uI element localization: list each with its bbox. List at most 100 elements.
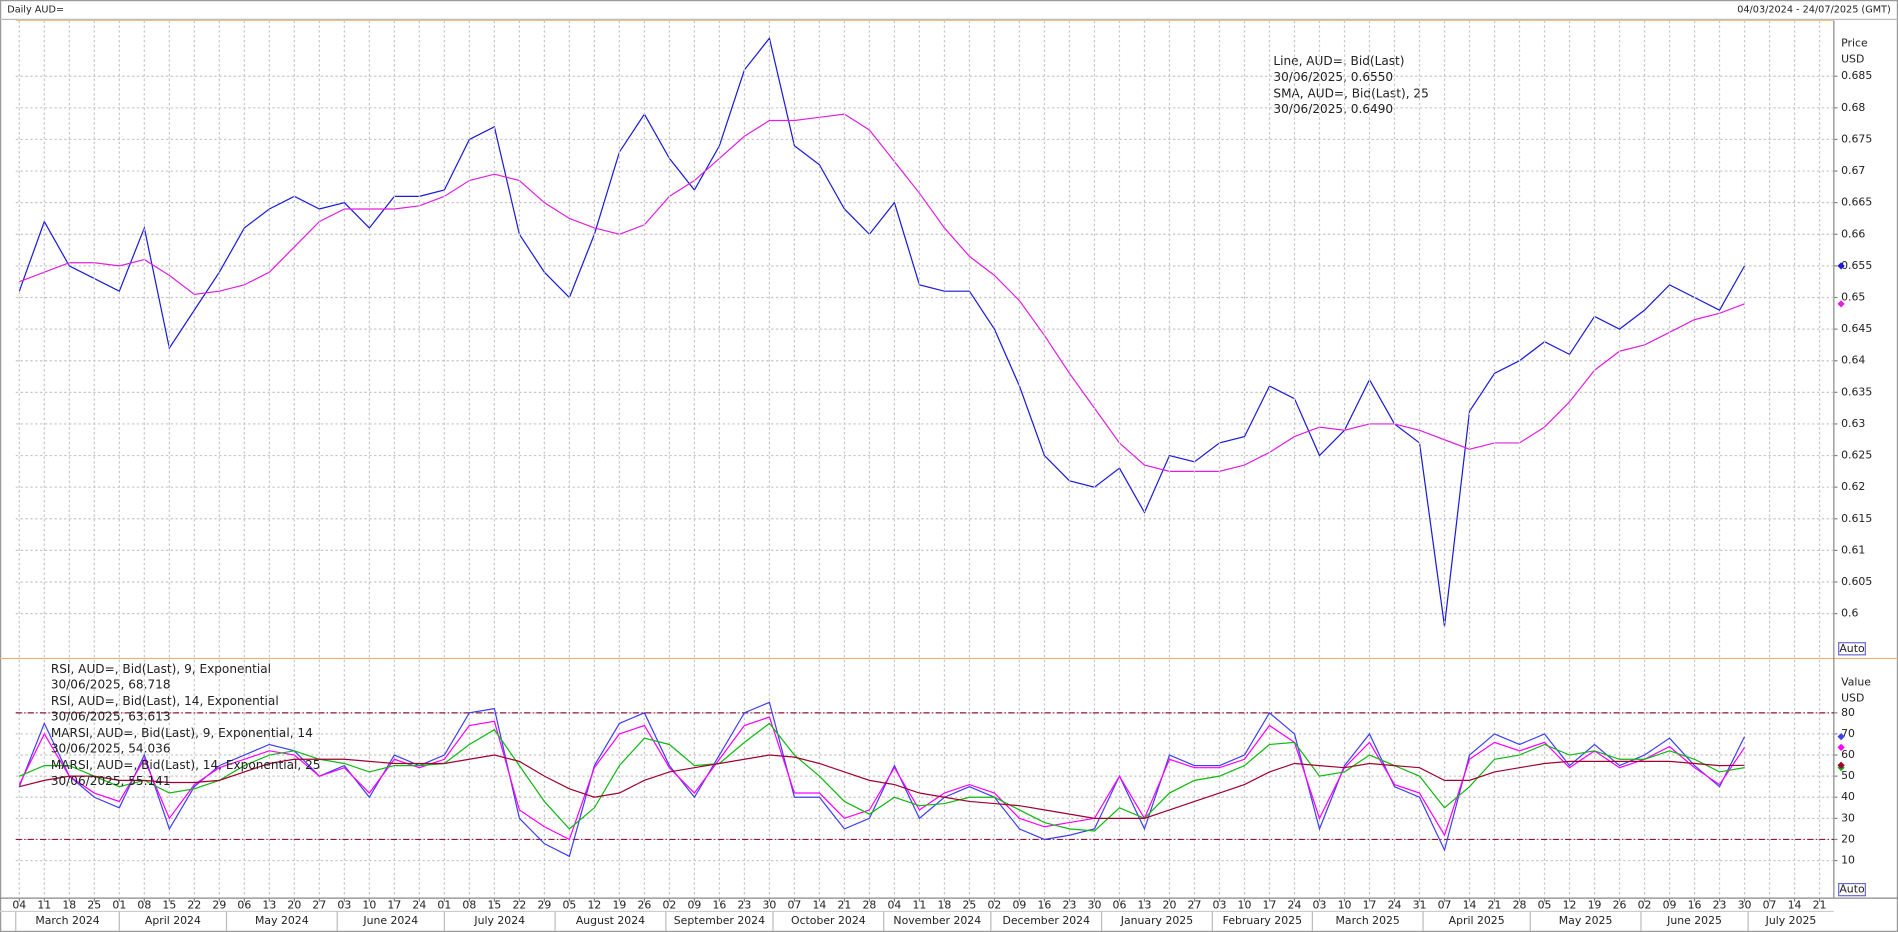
x-tick-label: 07	[1438, 898, 1452, 911]
x-tick-label: 10	[1238, 898, 1252, 911]
x-tick-label: 27	[312, 898, 326, 911]
month-label: March 2025	[1336, 914, 1400, 927]
x-tick-label: 30	[1088, 898, 1102, 911]
x-tick-label: 19	[612, 898, 626, 911]
x-tick-label: 29	[537, 898, 551, 911]
date-range: 04/03/2024 - 24/07/2025 (GMT)	[1737, 5, 1891, 16]
y-axis-unit: USD	[1841, 52, 1864, 65]
y-tick-label: 60	[1841, 748, 1855, 761]
x-tick-label: 09	[1013, 898, 1027, 911]
chart-title: Daily AUD=	[7, 5, 64, 16]
month-label: June 2025	[1666, 914, 1722, 927]
last-value-marker	[1837, 300, 1845, 308]
y-tick-label: 0.635	[1841, 385, 1872, 398]
x-tick-label: 21	[1488, 898, 1502, 911]
month-label: April 2024	[145, 914, 201, 927]
x-tick-label: 21	[1813, 898, 1827, 911]
y-tick-label: 40	[1841, 790, 1855, 803]
x-tick-label: 16	[1038, 898, 1052, 911]
plot-layer: 0.6 0.605 0.61 0.615 0.62 0.625 0.63 0.635 0.64 0…	[12, 20, 1872, 931]
x-tick-label: 23	[737, 898, 751, 911]
x-tick-label: 29	[212, 898, 226, 911]
x-tick-label: 25	[87, 898, 101, 911]
y-tick-label: 20	[1841, 832, 1855, 845]
y-tick-label: 0.6	[1841, 607, 1858, 620]
y-axis-title: Price	[1841, 37, 1868, 50]
x-tick-label: 24	[1288, 898, 1302, 911]
auto-button-label[interactable]: Auto	[1839, 642, 1865, 655]
y-axis-unit: USD	[1841, 691, 1864, 704]
x-tick-label: 21	[838, 898, 852, 911]
x-tick-label: 25	[963, 898, 977, 911]
x-tick-label: 17	[387, 898, 401, 911]
y-tick-label: 30	[1841, 811, 1855, 824]
x-tick-label: 15	[487, 898, 501, 911]
legend-last-value: 30/06/2025, 68.718	[51, 678, 171, 692]
series-line	[19, 722, 1745, 832]
y-tick-label: 0.66	[1841, 227, 1865, 240]
x-tick-label: 31	[1413, 898, 1427, 911]
x-tick-label: 13	[262, 898, 276, 911]
y-tick-label: 0.61	[1841, 543, 1865, 556]
series-line	[18, 36, 1746, 627]
x-tick-label: 02	[988, 898, 1002, 911]
x-tick-label: 07	[1763, 898, 1777, 911]
y-tick-label: 0.675	[1841, 132, 1872, 145]
x-tick-label: 27	[1188, 898, 1202, 911]
auto-button[interactable]	[1838, 882, 1866, 897]
month-label: October 2024	[791, 914, 866, 927]
y-tick-label: 80	[1841, 706, 1855, 719]
y-tick-label: 0.62	[1841, 480, 1865, 493]
month-label: May 2024	[255, 914, 309, 927]
x-tick-label: 18	[62, 898, 76, 911]
month-label: April 2025	[1449, 914, 1505, 927]
x-tick-label: 30	[1738, 898, 1752, 911]
x-tick-label: 03	[1313, 898, 1327, 911]
legend-last-value: 30/06/2025, 55.141	[51, 774, 171, 788]
x-tick-label: 14	[1463, 898, 1477, 911]
x-tick-label: 24	[1388, 898, 1402, 911]
x-tick-label: 09	[687, 898, 701, 911]
x-tick-label: 05	[562, 898, 576, 911]
y-tick-label: 0.655	[1841, 259, 1872, 272]
x-tick-label: 22	[187, 898, 201, 911]
x-tick-label: 23	[1713, 898, 1727, 911]
x-tick-label: 13	[1138, 898, 1152, 911]
x-tick-label: 23	[1063, 898, 1077, 911]
legend-last-value: 30/06/2025, 0.6490	[1273, 102, 1393, 116]
x-tick-label: 04	[12, 898, 26, 911]
y-tick-label: 0.645	[1841, 322, 1872, 335]
y-tick-label: 0.64	[1841, 354, 1865, 367]
month-label: July 2024	[473, 914, 525, 927]
y-tick-label: 0.625	[1841, 449, 1872, 462]
series-line	[19, 113, 1745, 472]
month-label: September 2024	[674, 914, 765, 927]
legend-name: RSI, AUD=, Bid(Last), 9, Exponential	[51, 662, 271, 676]
y-tick-label: 0.63	[1841, 417, 1865, 430]
series-line	[18, 701, 1746, 858]
x-tick-label: 08	[462, 898, 476, 911]
x-tick-label: 11	[913, 898, 927, 911]
x-tick-label: 12	[1563, 898, 1577, 911]
x-tick-label: 06	[1113, 898, 1127, 911]
legend-name: SMA, AUD=, Bid(Last), 25	[1273, 86, 1428, 100]
month-label: December 2024	[1002, 914, 1090, 927]
auto-button-label[interactable]: Auto	[1839, 883, 1865, 896]
x-tick-label: 08	[137, 898, 151, 911]
month-label: June 2024	[362, 914, 418, 927]
last-value-marker	[1837, 761, 1845, 769]
legend-name: MARSI, AUD=, Bid(Last), 9, Exponential, …	[51, 726, 313, 740]
y-tick-label: 0.67	[1841, 164, 1865, 177]
x-tick-label: 16	[712, 898, 726, 911]
x-tick-label: 03	[1213, 898, 1227, 911]
series-line	[19, 754, 1745, 819]
month-label: July 2025	[1765, 914, 1817, 927]
y-tick-label: 50	[1841, 769, 1855, 782]
x-tick-label: 14	[812, 898, 826, 911]
x-tick-label: 19	[1588, 898, 1602, 911]
month-label: November 2024	[893, 914, 981, 927]
y-tick-label: 0.68	[1841, 101, 1865, 114]
auto-button[interactable]	[1838, 642, 1866, 656]
